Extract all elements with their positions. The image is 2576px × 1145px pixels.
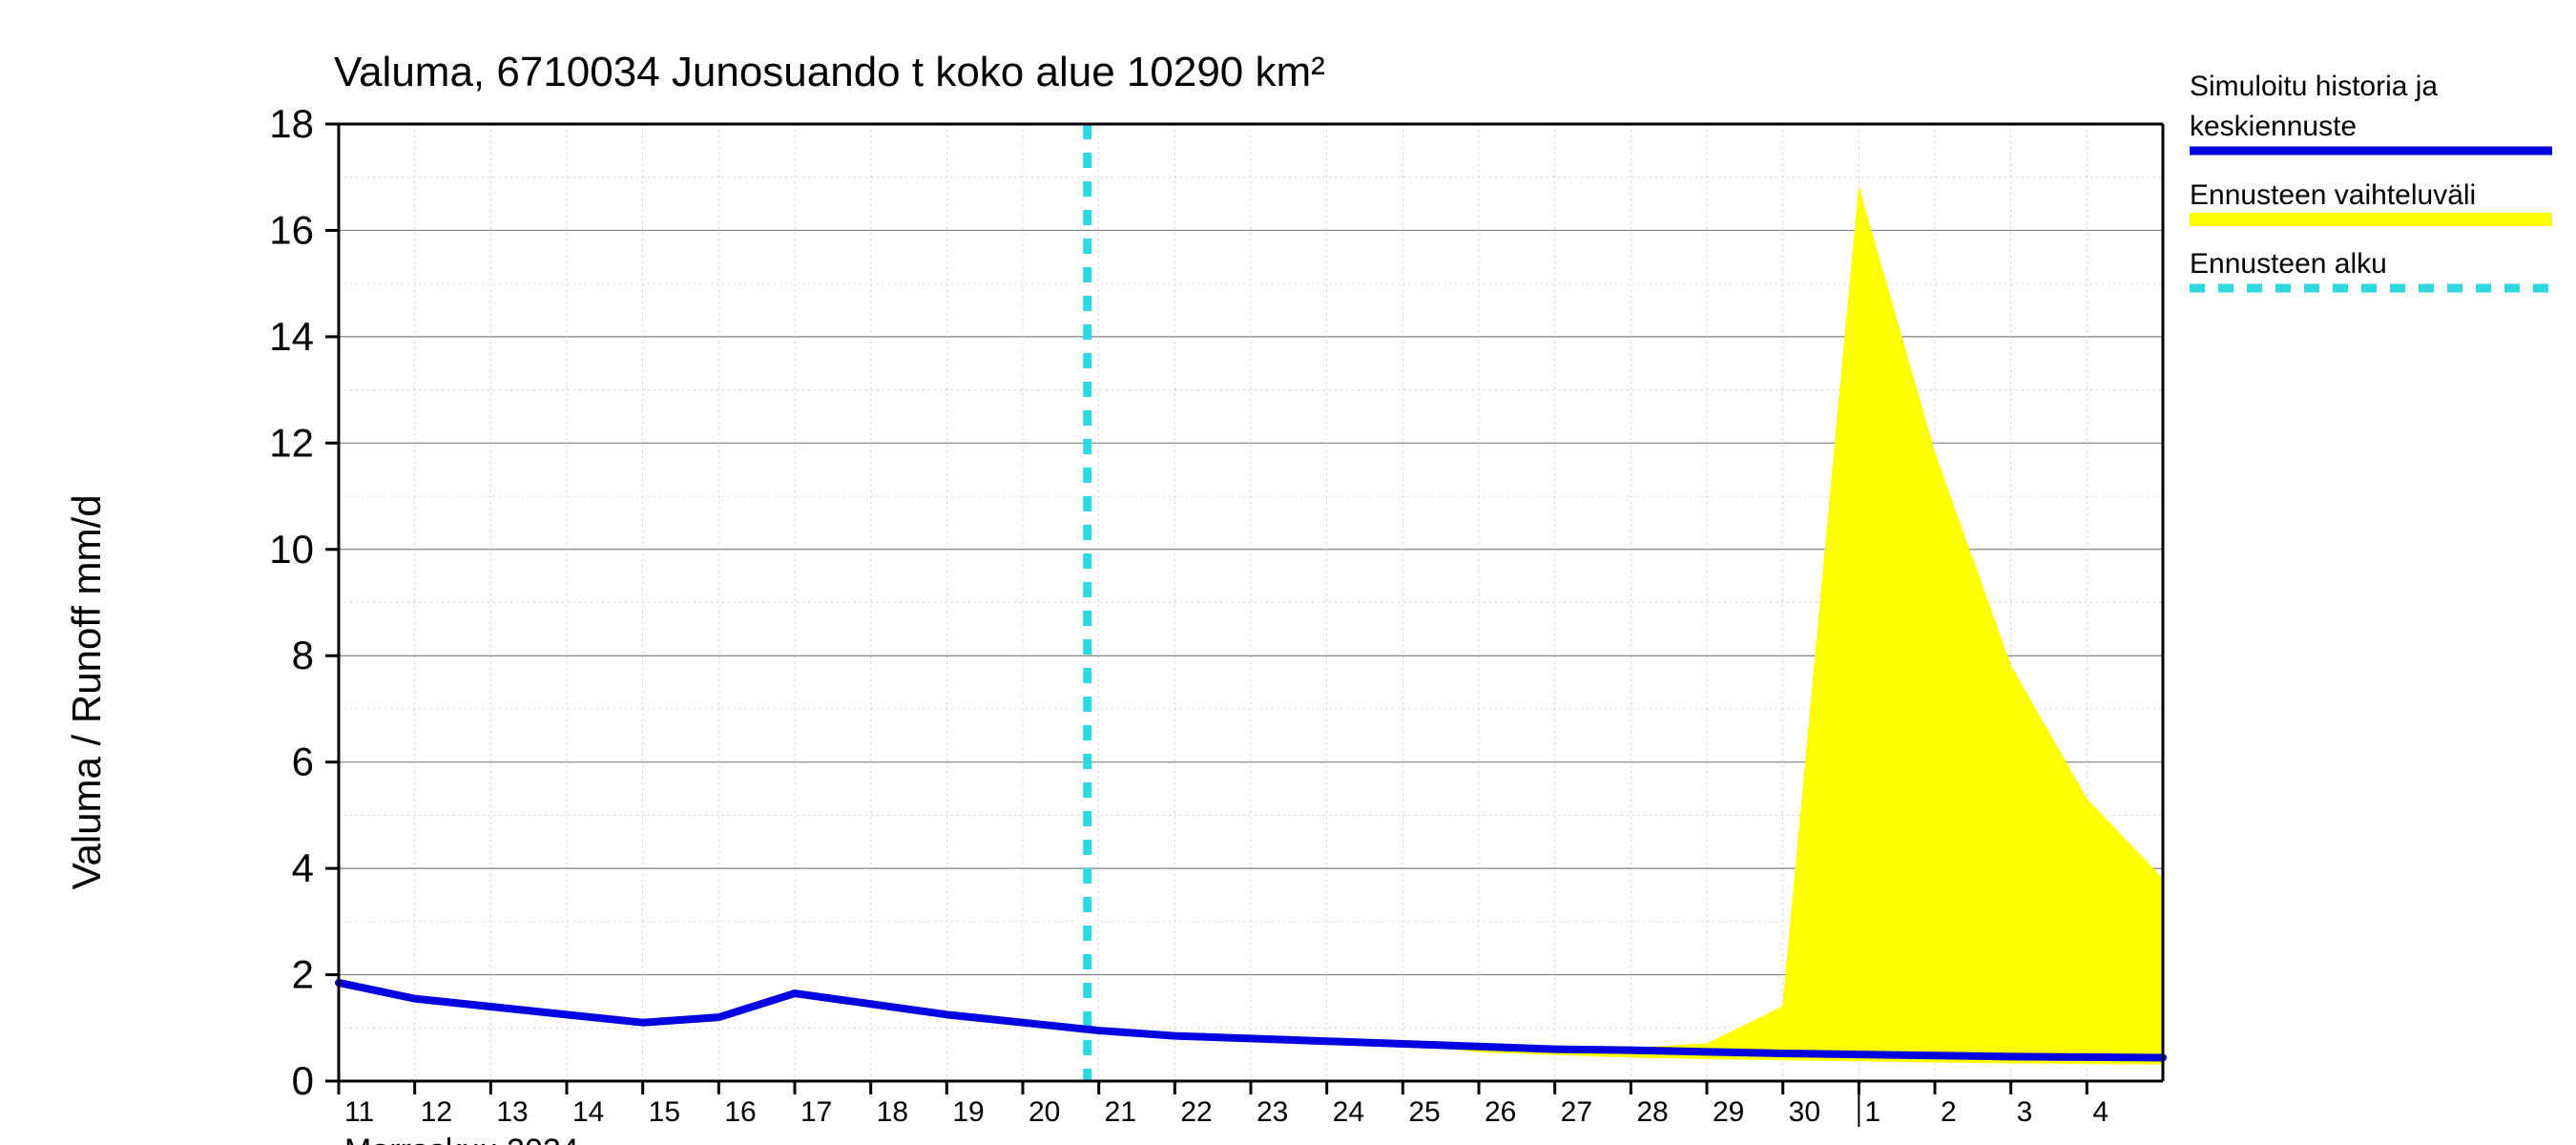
x-tick-label: 30	[1789, 1096, 1820, 1128]
x-tick-label: 2	[1941, 1096, 1957, 1128]
y-tick-label: 2	[292, 952, 314, 997]
x-axis-label-fi: Marraskuu 2024	[344, 1133, 579, 1145]
y-tick-label: 12	[269, 420, 314, 465]
x-tick-label: 16	[724, 1096, 756, 1128]
x-tick-label: 1	[1864, 1096, 1880, 1128]
y-tick-label: 4	[292, 845, 314, 890]
x-tick-label: 25	[1408, 1096, 1440, 1128]
y-tick-label: 0	[292, 1058, 314, 1103]
runoff-forecast-chart: 0246810121416181112131415161718192021222…	[0, 0, 2576, 1145]
x-tick-label: 14	[572, 1096, 604, 1128]
x-tick-label: 13	[496, 1096, 528, 1128]
legend-label: Ennusteen alku	[2190, 248, 2387, 280]
chart-title: Valuma, 6710034 Junosuando t koko alue 1…	[334, 49, 1325, 95]
x-tick-label: 12	[421, 1096, 452, 1128]
x-tick-label: 19	[952, 1096, 984, 1128]
legend-label: Simuloitu historia ja	[2190, 71, 2438, 102]
y-tick-label: 14	[269, 314, 314, 359]
legend-label: Ennusteen vaihteluväli	[2190, 179, 2476, 211]
y-tick-label: 8	[292, 633, 314, 677]
y-tick-label: 10	[269, 527, 314, 572]
x-tick-label: 20	[1028, 1096, 1060, 1128]
legend-swatch	[2190, 213, 2552, 226]
x-tick-label: 26	[1485, 1096, 1516, 1128]
legend-label: keskiennuste	[2190, 111, 2357, 142]
x-tick-label: 18	[877, 1096, 908, 1128]
x-tick-label: 11	[344, 1096, 374, 1128]
y-axis-label: Valuma / Runoff mm/d	[64, 494, 109, 889]
x-tick-label: 15	[649, 1096, 680, 1128]
x-tick-label: 21	[1105, 1096, 1136, 1128]
x-tick-label: 4	[2092, 1096, 2109, 1128]
x-tick-label: 23	[1257, 1096, 1288, 1128]
x-tick-label: 22	[1180, 1096, 1212, 1128]
x-tick-label: 24	[1333, 1096, 1364, 1128]
x-tick-label: 17	[800, 1096, 832, 1128]
y-tick-label: 16	[269, 207, 314, 252]
x-tick-label: 3	[2017, 1096, 2033, 1128]
y-tick-label: 6	[292, 739, 314, 784]
y-tick-label: 18	[269, 101, 314, 146]
x-tick-label: 27	[1561, 1096, 1592, 1128]
x-tick-label: 29	[1713, 1096, 1744, 1128]
x-tick-label: 28	[1636, 1096, 1668, 1128]
